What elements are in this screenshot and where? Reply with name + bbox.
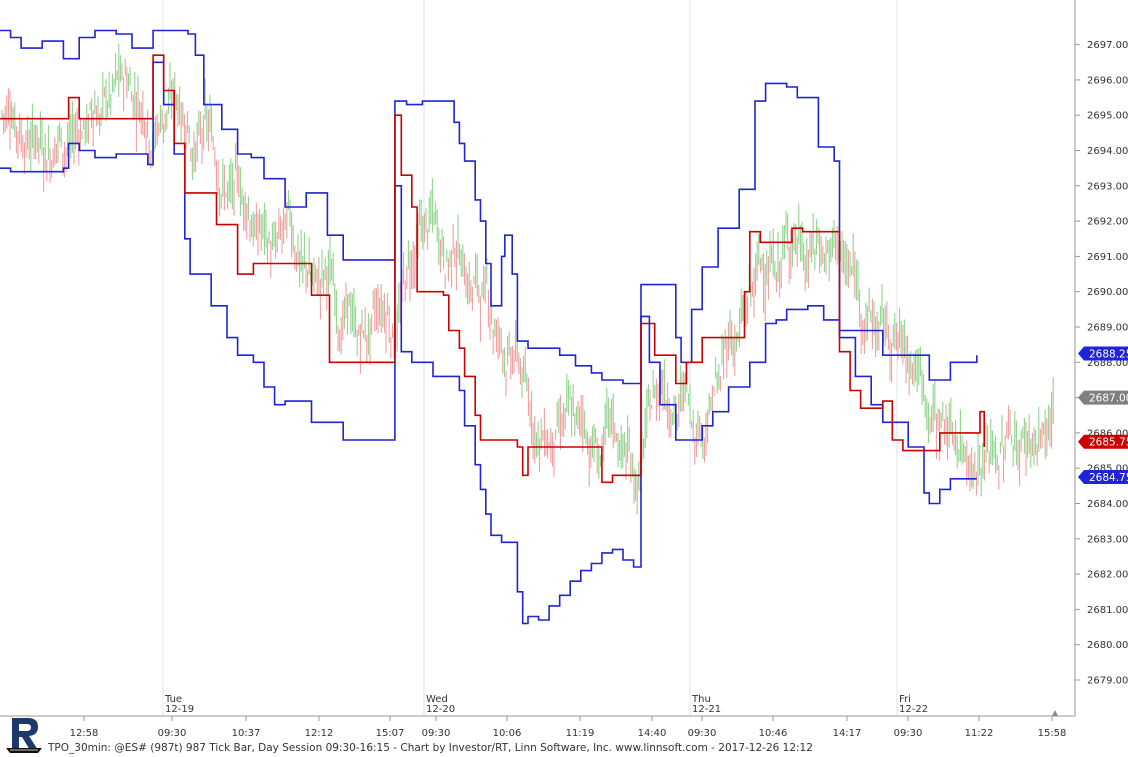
x-tick-label: 11:19	[566, 728, 595, 739]
price-tag-label: 2685.75	[1089, 437, 1128, 449]
y-tick-label: 2689.00	[1087, 323, 1128, 334]
day-label: Tue	[164, 694, 182, 705]
price-tag-shape	[1078, 390, 1128, 405]
x-tick-label: 14:40	[638, 728, 667, 739]
investor-rt-logo-icon	[6, 718, 42, 753]
price-tag-shape	[1078, 346, 1128, 361]
date-label: 12-21	[692, 704, 721, 715]
x-tick-label: 10:06	[493, 728, 522, 739]
y-tick-label: 2688.00	[1087, 358, 1128, 369]
price-tag-shape	[1078, 434, 1128, 449]
y-tick-label: 2681.00	[1087, 605, 1128, 616]
x-tick-label: 14:17	[833, 728, 862, 739]
point-of-control-tag: 2685.75	[1078, 434, 1128, 449]
x-tick-label: 11:22	[965, 728, 994, 739]
price-tag-label: 2687.00	[1089, 393, 1128, 405]
x-tick-label: 15:07	[376, 728, 405, 739]
x-tick-label: 09:30	[422, 728, 451, 739]
x-tick-label: 09:30	[894, 728, 923, 739]
x-tick-label: 10:37	[232, 728, 261, 739]
y-tick-label: 2697.00	[1087, 40, 1128, 51]
value-area-low-tag: 2684.75	[1078, 470, 1128, 485]
point-of-control-line	[0, 54, 985, 484]
y-tick-label: 2679.00	[1087, 676, 1128, 687]
y-tick-label: 2691.00	[1087, 252, 1128, 263]
y-tick-label: 2692.00	[1087, 217, 1128, 228]
price-tag-label: 2688.25	[1089, 348, 1128, 360]
day-label: Wed	[426, 694, 448, 705]
y-tick-label: 2680.00	[1087, 640, 1128, 651]
y-tick-label: 2695.00	[1087, 111, 1128, 122]
x-tick-label: 15:58	[1038, 728, 1067, 739]
y-tick-label: 2690.00	[1087, 287, 1128, 298]
x-tick-label: 12:12	[305, 728, 334, 739]
x-tick-label: 09:30	[688, 728, 717, 739]
date-label: 12-20	[426, 704, 455, 715]
y-tick-label: 2693.00	[1087, 181, 1128, 192]
x-tick-label: 09:30	[158, 728, 187, 739]
y-tick-label: 2683.00	[1087, 534, 1128, 545]
scroll-end-icon[interactable]	[1052, 710, 1058, 716]
tpo-lines	[0, 29, 985, 625]
price-tag-shape	[1078, 470, 1128, 485]
date-label: 12-19	[165, 704, 194, 715]
y-tick-label: 2694.00	[1087, 146, 1128, 157]
date-label: 12-22	[899, 704, 928, 715]
y-tick-label: 2686.00	[1087, 428, 1128, 439]
value-area-low-line	[0, 61, 977, 625]
x-tick-label: 12:58	[70, 728, 99, 739]
y-tick-label: 2684.00	[1087, 499, 1128, 510]
chart-footer: TPO_30min: @ES# (987t) 987 Tick Bar, Day…	[48, 742, 813, 754]
day-label: Thu	[691, 694, 711, 705]
y-tick-label: 2685.00	[1087, 464, 1128, 475]
value-area-high-line	[0, 29, 978, 385]
last-price-tag: 2687.00	[1078, 390, 1128, 405]
y-tick-label: 2682.00	[1087, 570, 1128, 581]
y-tick-label: 2696.00	[1087, 75, 1128, 86]
value-area-high-tag: 2688.25	[1078, 346, 1128, 361]
price-tag-label: 2684.75	[1089, 472, 1128, 484]
x-axis: 12:58 09:30 10:37 12:12 15:07 09:30 10:06 11:19…	[70, 716, 1067, 739]
price-tags: 2688.25 2687.00 2685.75 2684.75	[1078, 346, 1128, 485]
x-tick-label: 10:46	[759, 728, 788, 739]
day-label: Fri	[899, 694, 911, 705]
